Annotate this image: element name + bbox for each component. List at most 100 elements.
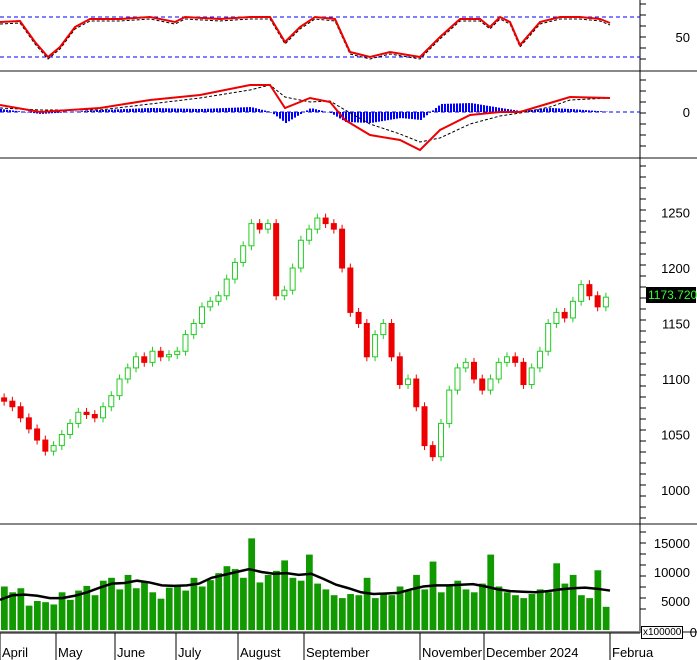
macd-histogram-bar xyxy=(174,108,176,112)
x-tick-label: April xyxy=(2,645,28,660)
macd-histogram-bar xyxy=(426,112,428,116)
candle-body xyxy=(100,406,107,419)
macd-histogram-bar xyxy=(135,108,137,112)
candle-body xyxy=(561,311,568,319)
volume-bar xyxy=(314,583,321,630)
volume-bar xyxy=(503,592,511,630)
macd-histogram-bar xyxy=(582,109,584,112)
macd-histogram-bar xyxy=(573,109,575,112)
macd-histogram-bar xyxy=(246,107,248,112)
x-tick-label: December 2024 xyxy=(486,645,579,660)
macd-histogram-bar xyxy=(129,108,131,112)
candle-body xyxy=(124,367,131,380)
volume-bar xyxy=(454,580,462,630)
macd-histogram-bar xyxy=(168,108,170,112)
candle-body xyxy=(182,334,189,352)
volume-bar xyxy=(330,595,338,630)
macd-histogram-bar xyxy=(531,109,533,112)
macd-histogram-bar xyxy=(138,108,140,112)
candle-body xyxy=(281,289,288,297)
volume-bar xyxy=(91,595,99,630)
candle-body xyxy=(75,411,82,424)
macd-histogram-bar xyxy=(453,103,455,112)
macd-histogram-bar xyxy=(120,109,122,112)
macd-histogram-bar xyxy=(507,109,509,112)
macd-histogram-bar xyxy=(24,112,26,113)
macd-histogram-bar xyxy=(354,112,356,123)
macd-histogram-bar xyxy=(228,107,230,112)
last-price-label: 1173.720 xyxy=(646,287,697,303)
macd-histogram-bar xyxy=(477,104,479,112)
candle-body xyxy=(165,354,172,358)
macd-histogram-bar xyxy=(255,108,257,112)
macd-histogram-bar xyxy=(201,108,203,112)
volume-bar xyxy=(470,592,478,630)
x-tick-label: November xyxy=(422,645,483,660)
macd-histogram-bar xyxy=(240,107,242,112)
macd-histogram-bar xyxy=(264,110,266,112)
candle-body xyxy=(512,356,519,363)
macd-histogram-bar xyxy=(324,111,326,112)
macd-histogram-bar xyxy=(414,112,416,120)
macd-histogram-bar xyxy=(99,110,101,112)
macd-histogram-bar xyxy=(315,109,317,112)
macd-histogram-bar xyxy=(396,112,398,119)
macd-histogram-bar xyxy=(456,103,458,112)
candle-body xyxy=(248,223,255,247)
volume-bar xyxy=(520,598,528,630)
macd-histogram-bar xyxy=(234,107,236,112)
macd-histogram-bar xyxy=(429,112,431,113)
candle-body xyxy=(438,422,445,458)
macd-histogram-bar xyxy=(408,112,410,119)
candle-body xyxy=(495,361,502,380)
volume-bar xyxy=(25,605,33,630)
macd-histogram-bar xyxy=(108,109,110,112)
macd-histogram-bar xyxy=(480,104,482,112)
macd-histogram-bar xyxy=(78,111,80,112)
macd-histogram-bar xyxy=(18,111,20,112)
macd-histogram-bar xyxy=(162,108,164,112)
macd-histogram-bar xyxy=(483,105,485,112)
candle-body xyxy=(190,323,197,336)
volume-bar xyxy=(437,592,445,630)
volume-bar xyxy=(413,574,420,630)
volume-bar xyxy=(487,554,495,630)
macd-histogram-bar xyxy=(411,112,413,120)
volume-bar xyxy=(223,566,231,630)
macd-histogram-bar xyxy=(387,112,389,121)
candle-body xyxy=(83,411,90,416)
macd-histogram-bar xyxy=(300,112,302,114)
macd-tick-label: 0 xyxy=(683,105,690,120)
macd-histogram-bar xyxy=(132,108,134,112)
candle-body xyxy=(34,428,41,441)
volume-bar xyxy=(124,574,132,630)
candle-body xyxy=(330,223,337,230)
macd-histogram-bar xyxy=(447,103,449,112)
macd-histogram-bar xyxy=(9,110,11,112)
macd-histogram-bar xyxy=(372,112,374,123)
volume-bar xyxy=(17,588,25,630)
rsi-tick-label: 50 xyxy=(676,30,690,45)
volume-bar xyxy=(561,583,569,630)
rsi-signal-line xyxy=(0,18,611,60)
volume-bar xyxy=(215,573,223,630)
macd-histogram-bar xyxy=(348,112,350,123)
volume-bar xyxy=(347,594,354,630)
price-tick-label: 1150 xyxy=(662,317,690,332)
candle-body xyxy=(429,445,436,458)
macd-histogram-bar xyxy=(180,108,182,112)
macd-histogram-bar xyxy=(288,112,290,122)
candle-body xyxy=(256,223,263,230)
macd-histogram-bar xyxy=(441,103,443,112)
macd-histogram-bar xyxy=(144,108,146,112)
volume-bar xyxy=(289,577,297,630)
candle-body xyxy=(355,311,362,324)
macd-histogram-bar xyxy=(492,106,494,112)
macd-histogram-bar xyxy=(156,108,158,112)
candle-body xyxy=(528,367,535,386)
macd-histogram-bar xyxy=(306,110,308,112)
volume-bar xyxy=(190,577,198,630)
volume-bar xyxy=(602,606,610,630)
volume-bar xyxy=(157,598,165,630)
